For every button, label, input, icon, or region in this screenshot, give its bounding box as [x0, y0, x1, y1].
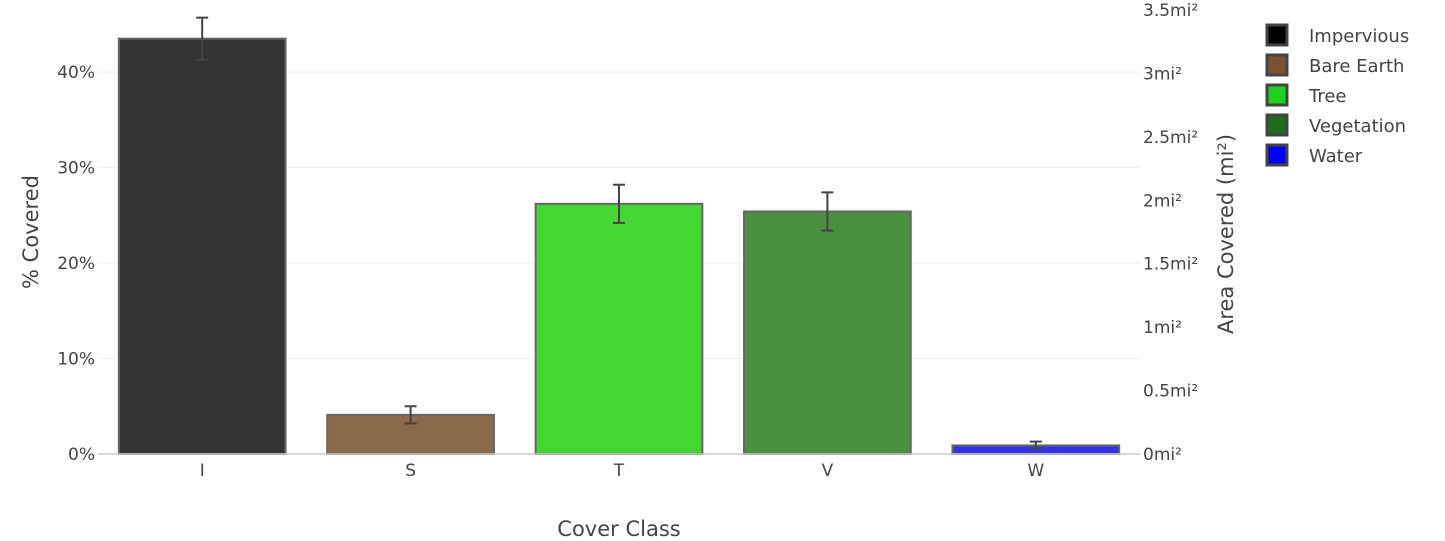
y2-axis-title: Area Covered (mi²): [1214, 134, 1238, 334]
legend-swatch: [1265, 23, 1289, 47]
y-tick-labels: 0% 10% 20% 30% 40%: [57, 63, 95, 465]
error-bar-W: [1029, 440, 1042, 450]
x-tick-label: S: [405, 461, 416, 481]
x-tick-label: W: [1027, 461, 1044, 481]
legend-label: Vegetation: [1309, 116, 1406, 137]
x-axis-title: Cover Class: [557, 517, 680, 541]
y2-tick-label: 1mi²: [1143, 318, 1182, 338]
legend-label: Bare Earth: [1309, 56, 1404, 77]
bar-T: [534, 202, 704, 455]
legend-item[interactable]: Vegetation: [1265, 113, 1406, 137]
legend-label: Tree: [1308, 86, 1347, 107]
y2-tick-label: 3.5mi²: [1143, 1, 1198, 21]
legend-swatch: [1265, 143, 1289, 167]
legend-label: Water: [1309, 146, 1363, 167]
x-tick-label: I: [200, 461, 205, 481]
y2-tick-label: 2mi²: [1143, 191, 1182, 211]
legend-swatch: [1265, 83, 1289, 107]
legend-item[interactable]: Bare Earth: [1265, 53, 1404, 77]
error-bars: [196, 16, 1042, 450]
y2-tick-label: 0.5mi²: [1143, 382, 1198, 402]
bars: [117, 37, 1121, 456]
x-tick-label: T: [613, 461, 625, 481]
legend-swatch: [1265, 53, 1289, 77]
x-tick-label: V: [822, 461, 834, 481]
legend-item[interactable]: Water: [1265, 143, 1363, 167]
legend-item[interactable]: Tree: [1265, 83, 1347, 107]
legend-item[interactable]: Impervious: [1265, 23, 1409, 47]
y-tick-label: 0%: [68, 445, 95, 465]
y2-tick-label: 3mi²: [1143, 64, 1182, 84]
y-tick-label: 40%: [57, 63, 95, 83]
error-bar-I: [196, 16, 209, 61]
y-tick-label: 30%: [57, 159, 95, 179]
y2-tick-label: 2.5mi²: [1143, 128, 1198, 148]
y2-tick-labels: 0mi² 0.5mi² 1mi² 1.5mi² 2mi² 2.5mi² 3mi² 3.5mi²: [1143, 1, 1198, 465]
y-tick-label: 10%: [57, 350, 95, 370]
legend-label: Impervious: [1309, 26, 1409, 47]
bar-I: [117, 37, 287, 455]
legend-swatch: [1265, 113, 1289, 137]
error-bar-V: [821, 191, 834, 232]
error-bar-T: [613, 183, 625, 224]
error-bar-S: [404, 405, 417, 425]
y-tick-label: 20%: [57, 254, 95, 274]
legend: Impervious Bare Earth Tree Vegetation Water: [1265, 23, 1409, 167]
y-axis-title: % Covered: [19, 175, 43, 289]
y2-tick-label: 0mi²: [1143, 445, 1182, 465]
bar-V: [743, 210, 912, 455]
y2-tick-label: 1.5mi²: [1143, 255, 1198, 275]
